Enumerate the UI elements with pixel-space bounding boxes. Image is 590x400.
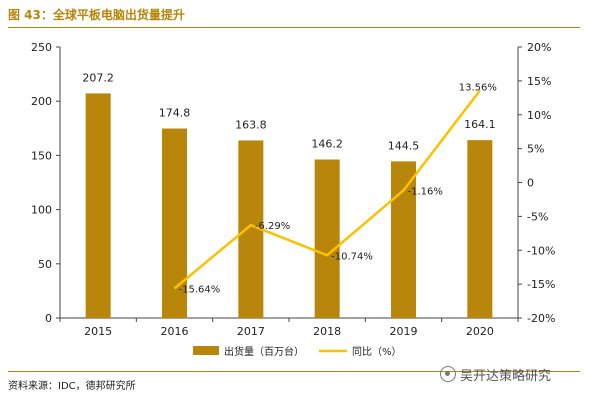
bar-value-label: 164.1 (464, 118, 496, 131)
wechat-icon (440, 366, 456, 382)
line-value-label: 13.56% (459, 83, 497, 94)
bar-value-label: 144.5 (388, 139, 420, 152)
bar (391, 161, 416, 318)
y-left-tick-label: 150 (31, 149, 52, 162)
watermark: 吴开达策略研究 (440, 363, 551, 385)
x-tick-label: 2015 (84, 325, 112, 338)
figure-source: 资料来源：IDC，德邦研究所 (8, 381, 136, 392)
yoy-line (173, 89, 481, 290)
line-value-label: -6.29% (255, 221, 290, 232)
bar (162, 128, 187, 318)
bar-value-label: 174.8 (159, 107, 191, 120)
y-left-tick-label: 0 (45, 312, 52, 325)
y-right-tick-label: -5% (527, 210, 548, 223)
line-value-label: -10.74% (331, 251, 373, 262)
y-left-tick-label: 250 (31, 41, 52, 54)
y-right-tick-label: -10% (527, 244, 555, 257)
line-value-label: -1.16% (408, 186, 443, 197)
y-right-tick-label: 20% (527, 41, 551, 54)
line-value-label: -15.64% (179, 284, 221, 295)
y-right-tick-label: -15% (527, 278, 555, 291)
x-tick-label: 2018 (313, 325, 341, 338)
x-tick-label: 2017 (237, 325, 265, 338)
x-tick-label: 2019 (390, 325, 418, 338)
bar (85, 93, 111, 318)
x-tick-label: 2016 (161, 325, 189, 338)
y-right-tick-label: -20% (527, 312, 555, 325)
y-left-tick-label: 50 (38, 258, 52, 271)
bar (314, 159, 340, 318)
legend-line-label: 同比（%） (352, 346, 402, 358)
y-right-tick-label: 10% (527, 109, 551, 122)
title-divider (8, 27, 580, 28)
legend-bar-label: 出货量（百万台） (224, 345, 304, 358)
figure-title: 图 43：全球平板电脑出货量提升 (8, 8, 185, 22)
y-right-tick-label: 5% (527, 143, 544, 156)
y-right-tick-label: 0 (527, 177, 534, 190)
legend-bar-swatch (193, 346, 219, 355)
bar-value-label: 163.8 (235, 118, 267, 131)
x-tick-label: 2020 (466, 325, 494, 338)
bar (467, 140, 493, 318)
y-left-tick-label: 200 (31, 95, 52, 108)
footer-divider (8, 371, 580, 372)
bar-value-label: 146.2 (311, 138, 343, 151)
watermark-text: 吴开达策略研究 (460, 368, 552, 384)
y-left-tick-label: 100 (31, 204, 52, 217)
bar-value-label: 207.2 (82, 71, 114, 84)
y-right-tick-label: 15% (527, 75, 551, 88)
